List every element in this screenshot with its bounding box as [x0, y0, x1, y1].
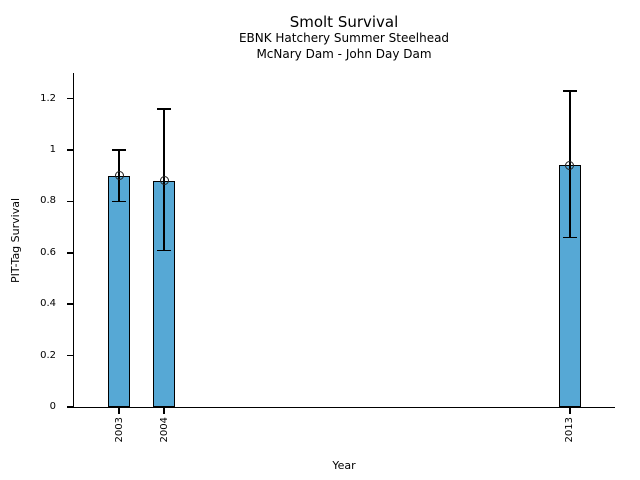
x-tick-label-2004: 2004	[158, 417, 170, 443]
data-point-marker-2013	[565, 160, 575, 170]
y-tick-label-0.8: 0.8	[40, 195, 56, 207]
x-tick-label-2003: 2003	[113, 417, 125, 443]
y-tick-1	[66, 149, 73, 151]
y-tick-label-0.6: 0.6	[40, 246, 56, 258]
y-tick-0.2	[66, 354, 73, 357]
chart-title: Smolt Survival	[289, 13, 399, 31]
error-bar-cap-bottom-2004	[157, 249, 172, 252]
y-tick-0.6	[66, 252, 73, 254]
x-tick-label-2013: 2013	[564, 417, 576, 443]
y-tick-0.8	[66, 200, 73, 203]
y-tick-label-0.2: 0.2	[40, 349, 56, 361]
plot-area: 0 0.2 0.4 0.6 0.8 1 1.2 2003 2004 2013	[40, 73, 615, 442]
x-tick-2003	[118, 407, 120, 414]
x-tick-2004	[163, 407, 165, 414]
y-tick-0.4	[66, 303, 73, 305]
data-point-marker-2003	[114, 171, 124, 181]
error-bar-cap-top-2004	[157, 108, 172, 110]
x-tick-2013	[569, 407, 571, 414]
y-tick-1.2	[66, 97, 73, 100]
y-tick-label-1: 1	[49, 144, 56, 156]
y-tick-label-0: 0	[49, 401, 56, 412]
y-tick-label-1.2: 1.2	[40, 92, 56, 104]
y-tick-0	[66, 406, 73, 408]
y-tick-label-0.4: 0.4	[40, 298, 56, 310]
chart-subtitle-line2: McNary Dam - John Day Dam	[256, 47, 432, 61]
y-axis-label: PIT-Tag Survival	[9, 197, 22, 283]
bar-2003	[107, 175, 131, 407]
chart-subtitle-line1: EBNK Hatchery Summer Steelhead	[238, 31, 450, 45]
error-bar-cap-bottom-2003	[112, 200, 127, 203]
error-bar-cap-bottom-2013	[562, 236, 577, 239]
x-axis-label: Year	[332, 459, 356, 472]
error-bar-cap-top-2013	[562, 90, 577, 92]
data-point-marker-2004	[159, 176, 169, 186]
error-bar-cap-top-2003	[112, 149, 127, 151]
